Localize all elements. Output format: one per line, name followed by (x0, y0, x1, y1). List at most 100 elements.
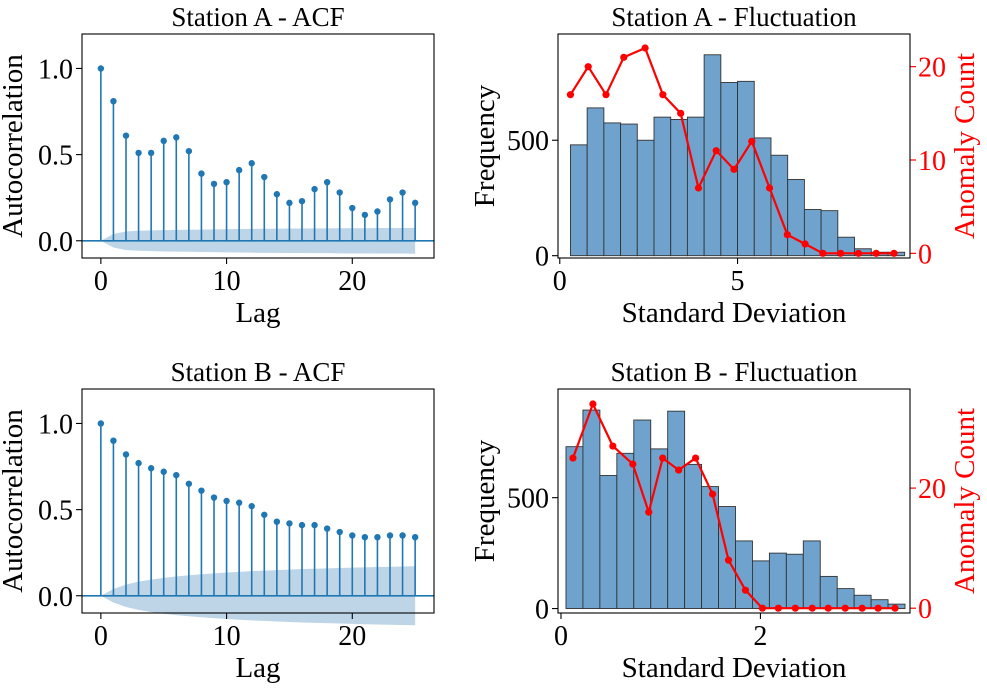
x-tick-label: 10 (213, 266, 241, 297)
anomaly-marker (569, 454, 577, 462)
anomaly-marker (841, 604, 849, 612)
x-tick-label: 0 (94, 266, 108, 297)
y-tick-label: 1.0 (38, 54, 73, 85)
stem-marker (223, 497, 230, 505)
anomaly-marker (872, 249, 880, 257)
stem-marker (235, 166, 243, 174)
anomaly-marker (858, 604, 866, 612)
histogram-bar (667, 410, 686, 610)
histogram-bar (703, 54, 722, 257)
stem-marker (298, 197, 306, 205)
x-tick-label: 0 (553, 266, 567, 297)
stem-marker (173, 134, 180, 141)
x-axis-label: Lag (235, 652, 280, 684)
stem-marker (411, 533, 419, 541)
histogram-bar (582, 409, 601, 610)
y2-tick-label: 10 (918, 146, 946, 177)
anomaly-marker (659, 91, 667, 99)
y2-axis-label: Anomaly Count (949, 53, 981, 239)
x-axis-label: Standard Deviation (622, 652, 847, 684)
x-axis-label: Standard Deviation (622, 297, 847, 329)
y-axis-label: Autocorrelation (0, 409, 29, 593)
y2-tick-label: 0 (918, 594, 932, 625)
stem-marker (198, 487, 205, 494)
stem-marker (97, 65, 105, 72)
y2-tick-label: 0 (918, 239, 932, 270)
y-tick-label: 0 (535, 242, 549, 273)
stem-marker (386, 196, 394, 203)
histogram-bar (569, 144, 588, 257)
stem-marker (286, 199, 293, 207)
anomaly-marker (741, 586, 750, 594)
anomaly-marker (891, 604, 899, 612)
stem-marker (185, 480, 193, 487)
stem-marker (273, 518, 281, 525)
y-tick-label: 0.5 (38, 141, 73, 172)
histogram-bar (616, 452, 635, 610)
x-tick-label: 5 (731, 266, 745, 297)
anomaly-marker (620, 53, 628, 61)
anomaly-marker (837, 249, 845, 257)
stem-marker (361, 533, 369, 541)
stem-marker (235, 499, 243, 506)
anomaly-marker (677, 109, 685, 117)
stem-marker (399, 532, 406, 539)
stem-marker (261, 173, 268, 181)
stem-marker (160, 137, 167, 145)
stem-marker (298, 521, 306, 529)
y-tick-label: 0.5 (38, 496, 73, 527)
anomaly-marker (791, 604, 799, 612)
stem-marker (122, 451, 130, 458)
stem-marker (210, 180, 218, 188)
histogram-bar (599, 475, 618, 610)
x-tick-label: 20 (338, 266, 366, 297)
histogram-bar (636, 139, 655, 257)
histogram-bar (802, 540, 821, 610)
x-tick-label: 20 (338, 621, 366, 652)
histogram-bar (684, 463, 703, 610)
histA-panel: Station A - Fluctuation 0 10 20 Anomaly Coun… (469, 2, 981, 329)
histogram-bar (768, 552, 787, 610)
stem-marker (311, 185, 318, 193)
anomaly-marker (708, 490, 717, 498)
stem-marker (248, 160, 255, 167)
histogram-bar (770, 154, 789, 257)
y2-tick-label: 20 (918, 53, 946, 84)
stem-marker (147, 465, 155, 472)
axes-frame (81, 388, 435, 614)
stem-marker (374, 533, 381, 541)
anomaly-marker (890, 249, 898, 257)
stem-marker (248, 502, 255, 510)
anomaly-marker (808, 604, 816, 612)
stem-marker (135, 149, 142, 157)
stem-marker (110, 98, 117, 105)
stem-marker (386, 532, 394, 539)
stem-marker (185, 147, 193, 155)
y-axis-label: Frequency (469, 84, 501, 207)
acfA-panel: Station A - ACF 0 10 20 0.0 0.5 1.0 Lag Autocorr… (0, 2, 435, 329)
acfB-panel: Station B - ACF 0 10 20 0.0 0.5 1.0 Lag Autocorr… (0, 357, 435, 684)
anomaly-marker (801, 240, 809, 248)
stem-marker (374, 208, 381, 215)
anomaly-marker (584, 63, 592, 71)
anomaly-marker (659, 454, 667, 462)
y2-tick-label: 20 (918, 474, 946, 505)
stem-marker (261, 511, 268, 518)
histogram-bar (603, 122, 622, 257)
anomaly-marker (765, 184, 774, 192)
y-tick-label: 0.0 (38, 582, 73, 613)
anomaly-marker (854, 249, 863, 257)
stem-marker (173, 471, 180, 479)
x-tick-label: 0 (94, 621, 108, 652)
anomaly-marker (774, 604, 782, 612)
stem-marker (198, 170, 205, 177)
x-tick-label: 10 (213, 621, 241, 652)
stem-marker (323, 525, 331, 532)
stem-marker (311, 521, 318, 529)
stem-marker (273, 191, 281, 198)
y-tick-label: 1.0 (38, 409, 73, 440)
stem-marker (361, 211, 369, 219)
anomaly-marker (712, 147, 720, 155)
anomaly-marker (675, 466, 683, 474)
